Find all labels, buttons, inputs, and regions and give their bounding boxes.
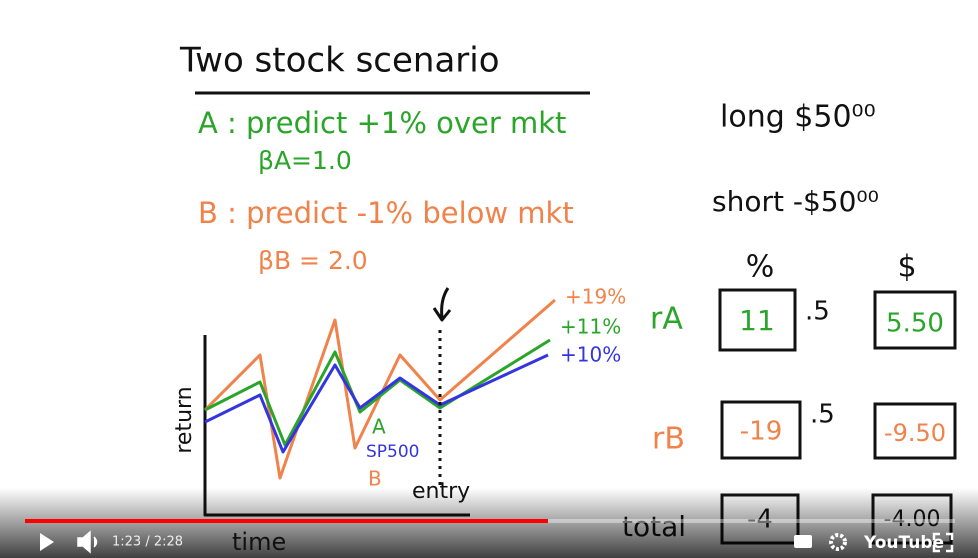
cell-box bbox=[873, 290, 957, 350]
cell-box bbox=[718, 288, 797, 352]
volume-button[interactable] bbox=[77, 530, 98, 554]
row-label: rB bbox=[652, 422, 685, 457]
pct-cell: -19 bbox=[740, 417, 782, 447]
stock-b-prediction: B : predict -1% below mkt bbox=[198, 196, 574, 230]
stock-b-beta: βB = 2.0 bbox=[258, 246, 368, 275]
series-label: A bbox=[372, 415, 386, 439]
cell-box bbox=[720, 400, 802, 460]
dollar-header: $ bbox=[897, 250, 916, 285]
pct-cell: 11 bbox=[739, 304, 775, 337]
end-label: +10% bbox=[560, 343, 621, 367]
title: Two stock scenario bbox=[179, 41, 500, 81]
progress-played bbox=[25, 519, 548, 523]
weight-cell: .5 bbox=[810, 400, 835, 430]
short-position: short -$50⁰⁰ bbox=[712, 185, 879, 218]
captions-button[interactable] bbox=[794, 535, 812, 548]
stock-a-beta: βA=1.0 bbox=[258, 146, 352, 175]
end-label: +19% bbox=[565, 285, 626, 309]
entry-arrow bbox=[432, 287, 452, 322]
series-label: B bbox=[368, 467, 382, 491]
end-label: +11% bbox=[560, 315, 621, 339]
play-button[interactable] bbox=[40, 533, 54, 551]
line-sp500 bbox=[204, 353, 549, 454]
cell-box bbox=[873, 402, 957, 460]
pct-header: % bbox=[746, 250, 775, 285]
settings-button[interactable] bbox=[829, 533, 847, 551]
dollar-cell: -9.50 bbox=[884, 419, 946, 447]
x-label: time bbox=[232, 528, 286, 556]
series-label: SP500 bbox=[366, 442, 420, 462]
line-a bbox=[204, 338, 551, 447]
y-label: return bbox=[172, 386, 197, 453]
long-position: long $50⁰⁰ bbox=[720, 100, 876, 135]
fullscreen-button[interactable] bbox=[932, 532, 954, 553]
row-label: rA bbox=[650, 302, 683, 337]
dollar-cell: 5.50 bbox=[886, 309, 944, 339]
youtube-logo[interactable]: YouTube bbox=[863, 533, 944, 553]
stock-a-prediction: A : predict +1% over mkt bbox=[198, 106, 566, 140]
time-display: 1:23 / 2:28 bbox=[112, 535, 183, 550]
weight-cell: .5 bbox=[805, 297, 830, 327]
